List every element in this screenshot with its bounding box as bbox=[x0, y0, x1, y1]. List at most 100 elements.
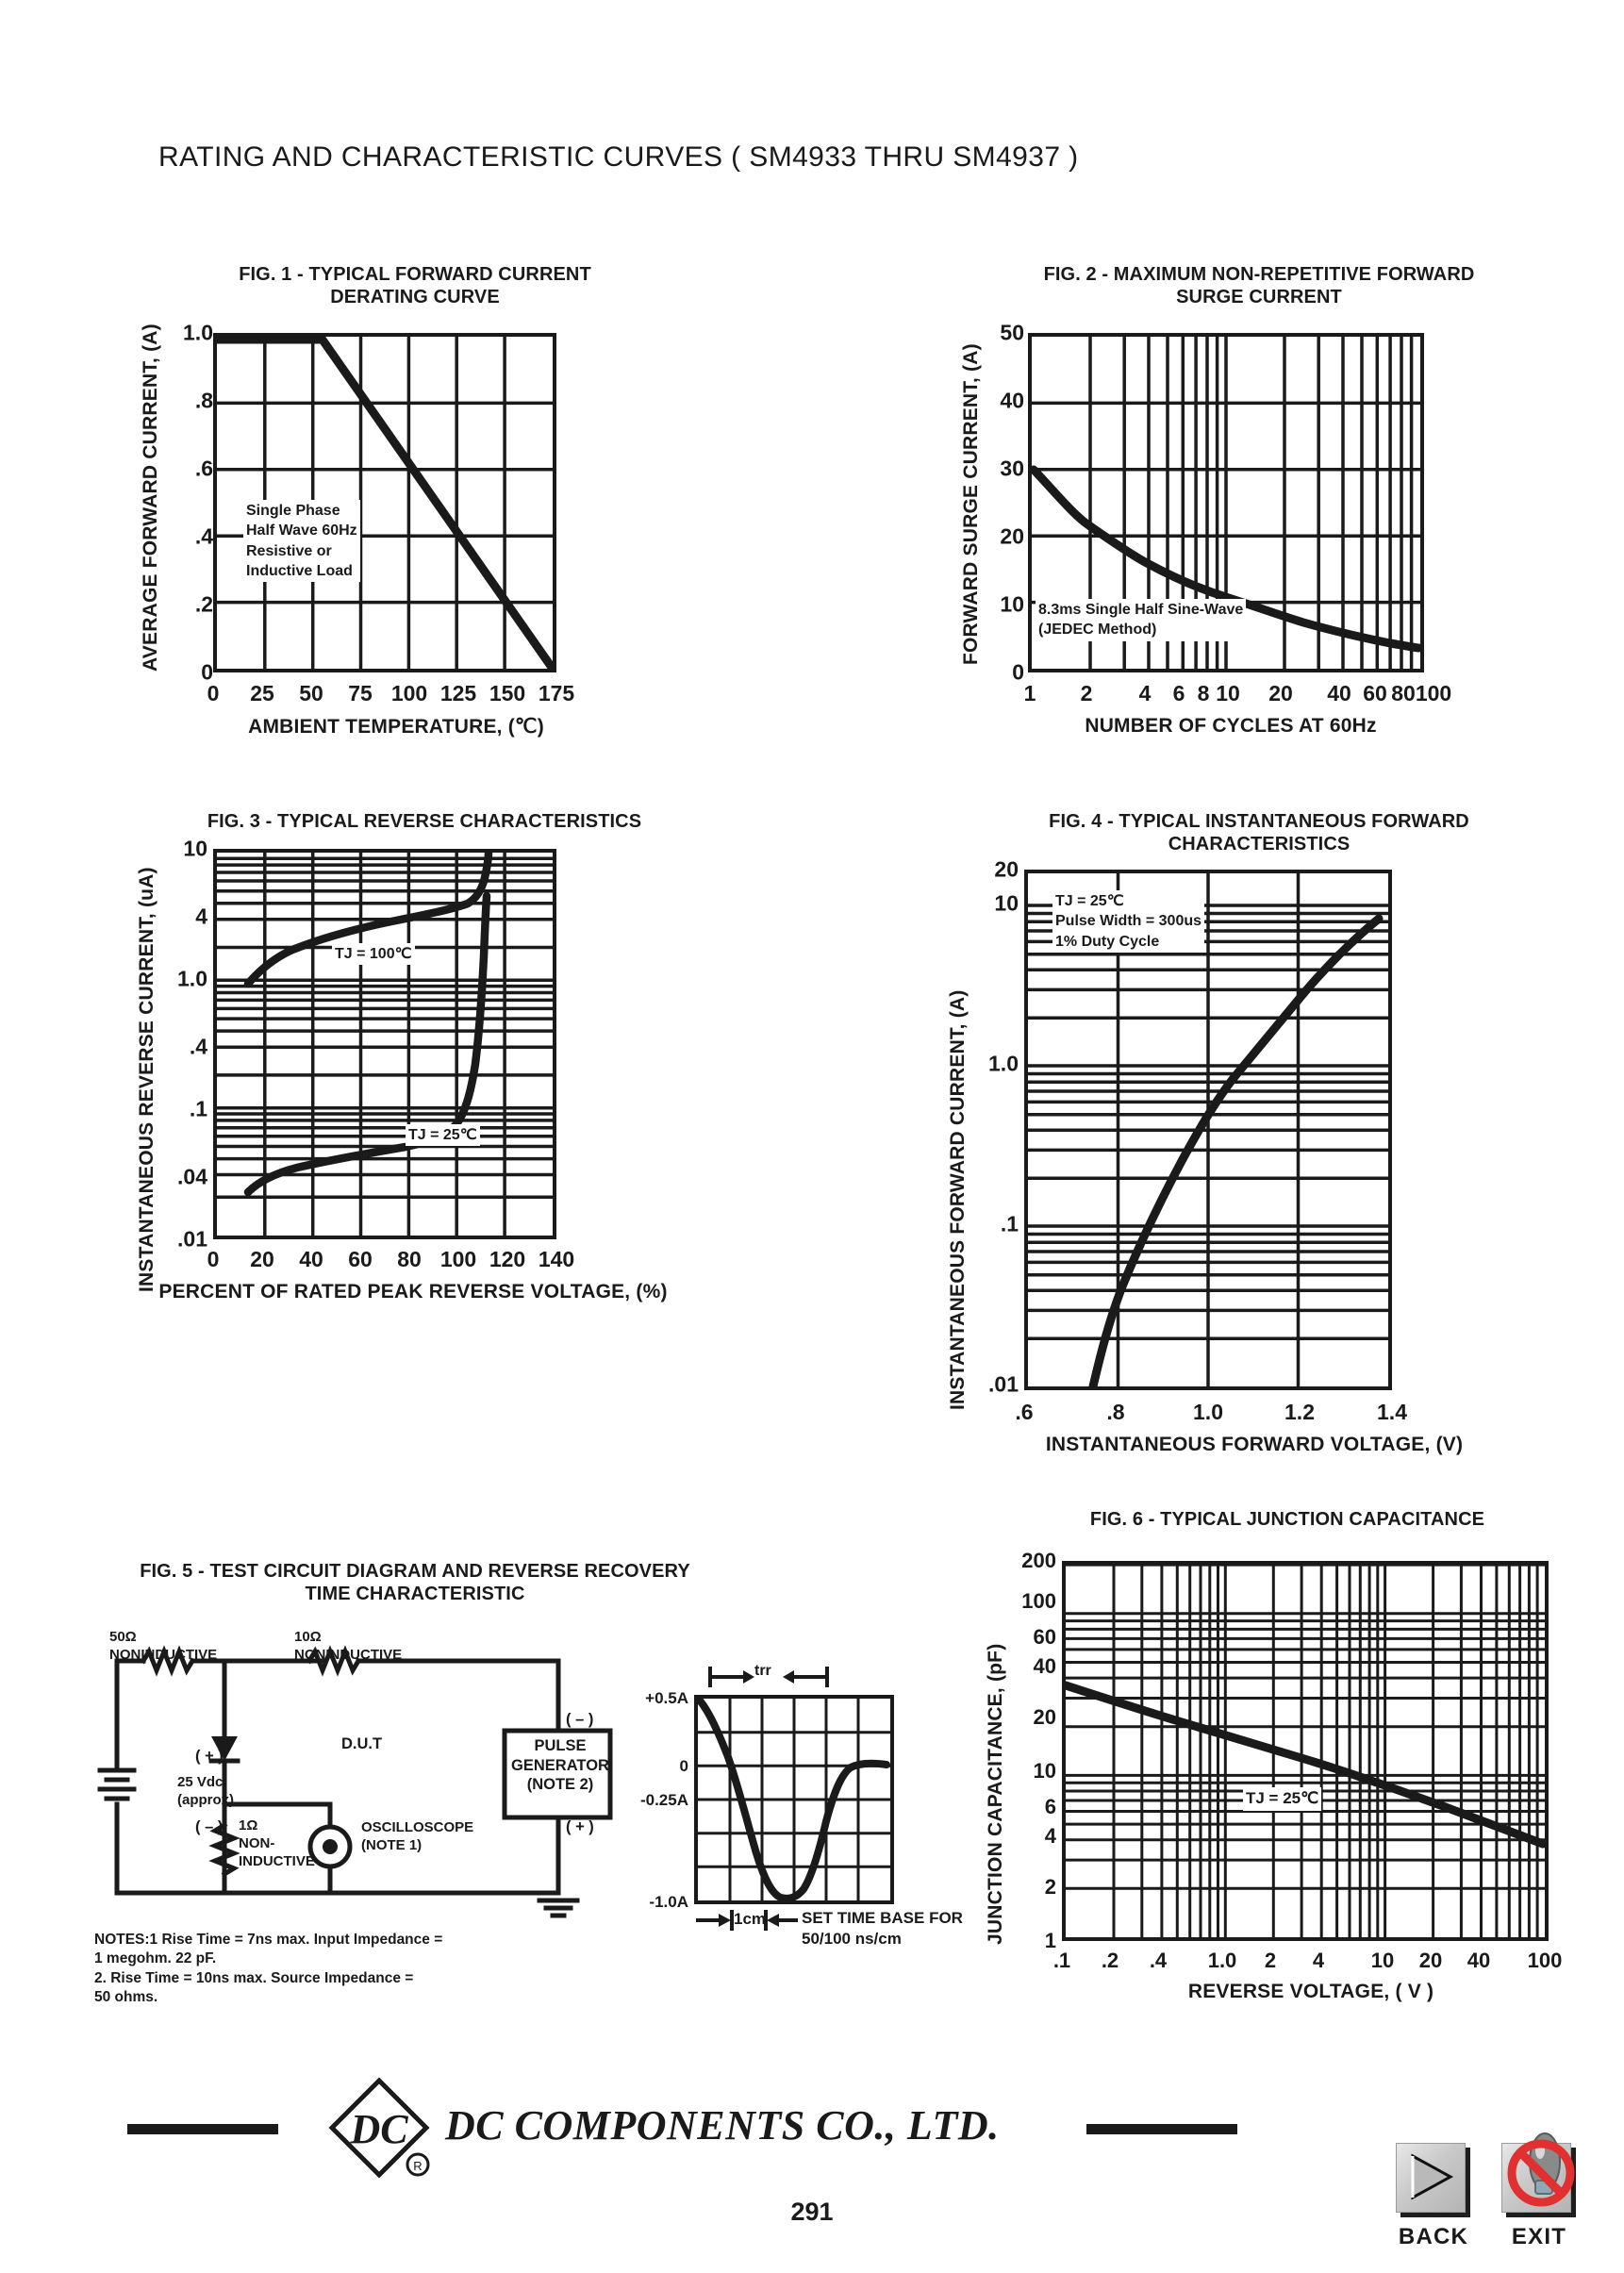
scope-y-tick: 0 bbox=[679, 1757, 688, 1775]
figure-5-trr-waveform: trr +0.5A 0 -0.25A -1.0A bbox=[632, 1663, 990, 1948]
y-tick: 1 bbox=[1044, 1929, 1056, 1952]
timebase-cm-label: 1cm bbox=[734, 1910, 767, 1928]
x-tick: 175 bbox=[538, 681, 575, 705]
figure-5-title: FIG. 5 - TEST CIRCUIT DIAGRAM AND REVERS… bbox=[140, 1561, 690, 1604]
x-tick: 2 bbox=[1080, 681, 1093, 705]
y-tick: 6 bbox=[1044, 1795, 1056, 1818]
timebase-bracket bbox=[690, 1908, 802, 1933]
x-tick: 0 bbox=[207, 681, 220, 705]
supply-polarity-minus: ( – ) bbox=[195, 1818, 224, 1835]
trr-bracket bbox=[707, 1665, 830, 1689]
resistor-50ohm-label: 50Ω NONINDUCTIVE bbox=[109, 1629, 218, 1663]
x-tick: 60 bbox=[348, 1247, 373, 1271]
figure-6-x-axis-label: REVERSE VOLTAGE, ( V ) bbox=[1187, 1981, 1434, 2002]
x-tick: 125 bbox=[439, 681, 477, 705]
figure-1-x-axis-label: AMBIENT TEMPERATURE, (℃) bbox=[248, 716, 544, 738]
back-button-label: BACK bbox=[1398, 2224, 1469, 2249]
x-tick: 40 bbox=[1467, 1949, 1491, 1972]
back-button[interactable]: BACK bbox=[1396, 2143, 1471, 2249]
y-tick: 0 bbox=[201, 659, 213, 685]
x-tick: 60 bbox=[1363, 681, 1387, 705]
y-tick: 2 bbox=[1044, 1875, 1056, 1899]
y-tick: .1 bbox=[189, 1096, 207, 1121]
x-tick: 1.0 bbox=[1207, 1949, 1237, 1972]
trr-label: trr bbox=[754, 1663, 771, 1679]
figure-4-annotation: TJ = 25℃ Pulse Width = 300us 1% Duty Cyc… bbox=[1052, 890, 1205, 953]
y-tick: .2 bbox=[194, 591, 213, 617]
figure-1-annotation: Single Phase Half Wave 60Hz Resistive or… bbox=[243, 500, 360, 583]
circuit-canvas bbox=[97, 1645, 613, 1918]
trr-bracket-svg bbox=[708, 1667, 829, 1687]
y-tick: .4 bbox=[189, 1034, 207, 1059]
exit-button-label: EXIT bbox=[1511, 2224, 1567, 2249]
y-tick: 200 bbox=[1021, 1549, 1056, 1572]
y-tick: 4 bbox=[195, 904, 207, 929]
dut-label: D.U.T bbox=[341, 1735, 383, 1752]
figure-3: FIG. 3 - TYPICAL REVERSE CHARACTERISTICS… bbox=[123, 811, 773, 1339]
x-tick: 20 bbox=[1418, 1949, 1443, 1972]
x-tick: 0 bbox=[207, 1247, 220, 1271]
y-tick: .04 bbox=[177, 1164, 207, 1189]
company-name: DC COMPONENTS CO., LTD. bbox=[445, 2102, 1000, 2149]
figure-6-canvas bbox=[1066, 1565, 1545, 1937]
x-tick: .6 bbox=[1015, 1400, 1034, 1424]
figure-5-notes: NOTES:1 Rise Time = 7ns max. Input Imped… bbox=[94, 1932, 443, 2006]
y-tick: 1.0 bbox=[988, 1051, 1019, 1076]
y-tick: 10 bbox=[183, 836, 207, 861]
y-tick: 20 bbox=[1000, 523, 1024, 549]
x-tick: 8 bbox=[1197, 681, 1210, 705]
y-tick: 50 bbox=[1000, 320, 1024, 345]
scope-y-tick: -1.0A bbox=[649, 1893, 688, 1911]
timebase-bracket-svg bbox=[696, 1910, 798, 1931]
x-tick: 75 bbox=[348, 681, 373, 705]
x-tick: 20 bbox=[1268, 681, 1293, 705]
play-triangle-icon bbox=[1411, 2153, 1454, 2200]
figure-6-title: FIG. 6 - TYPICAL JUNCTION CAPACITANCE bbox=[1089, 1509, 1485, 1530]
y-tick: 60 bbox=[1033, 1625, 1056, 1649]
figure-1-y-axis-label: AVERAGE FORWARD CURRENT, (A) bbox=[140, 324, 161, 672]
exit-button[interactable]: EXIT bbox=[1501, 2132, 1577, 2249]
footer-rule-right bbox=[1086, 2124, 1237, 2134]
y-tick: 4 bbox=[1044, 1824, 1056, 1848]
x-tick: 4 bbox=[1138, 681, 1152, 705]
x-tick: 2 bbox=[1264, 1949, 1277, 1972]
x-tick: 10 bbox=[1370, 1949, 1395, 1972]
scope-screen bbox=[694, 1695, 894, 1904]
y-tick: 40 bbox=[1000, 388, 1024, 413]
y-tick: 10 bbox=[994, 890, 1019, 916]
figure-3-label-cold: TJ = 25℃ bbox=[406, 1124, 480, 1147]
page-title: RATING AND CHARACTERISTIC CURVES ( SM493… bbox=[158, 141, 1079, 173]
y-tick: .01 bbox=[177, 1226, 207, 1252]
x-tick: 20 bbox=[250, 1247, 274, 1271]
pulse-generator-plus: ( + ) bbox=[566, 1818, 594, 1835]
figure-1-title: FIG. 1 - TYPICAL FORWARD CURRENT DERATIN… bbox=[239, 264, 591, 307]
x-tick: .4 bbox=[1149, 1949, 1168, 1972]
y-tick: 1.0 bbox=[183, 320, 213, 345]
figure-3-title: FIG. 3 - TYPICAL REVERSE CHARACTERISTICS bbox=[207, 811, 642, 832]
company-logo: DC R bbox=[321, 2075, 443, 2188]
x-tick: 50 bbox=[299, 681, 323, 705]
y-tick: .01 bbox=[988, 1371, 1019, 1397]
footer-rule-left bbox=[127, 2124, 278, 2134]
supply-polarity-plus: ( + ) bbox=[195, 1748, 224, 1765]
x-tick: 10 bbox=[1216, 681, 1240, 705]
x-tick: 40 bbox=[299, 1247, 323, 1271]
svg-text:R: R bbox=[413, 2159, 422, 2173]
y-tick: 100 bbox=[1021, 1589, 1056, 1613]
figure-2-annotation: 8.3ms Single Half Sine-Wave (JEDEC Metho… bbox=[1036, 599, 1247, 641]
y-tick: 20 bbox=[994, 856, 1019, 882]
figure-4: FIG. 4 - TYPICAL INSTANTANEOUS FORWARD C… bbox=[934, 811, 1594, 1462]
x-tick: .1 bbox=[1052, 1949, 1071, 1972]
x-tick: 100 bbox=[1527, 1949, 1563, 1972]
scope-canvas bbox=[698, 1699, 890, 1900]
pulse-generator-minus: ( – ) bbox=[566, 1711, 594, 1728]
y-tick: 0 bbox=[1012, 659, 1024, 685]
x-tick: 40 bbox=[1327, 681, 1351, 705]
figure-4-title: FIG. 4 - TYPICAL INSTANTANEOUS FORWARD C… bbox=[1049, 811, 1469, 854]
x-tick: 6 bbox=[1172, 681, 1185, 705]
y-tick: .4 bbox=[194, 523, 213, 549]
x-tick: 1.0 bbox=[1193, 1400, 1223, 1424]
diamond-logo-icon: DC R bbox=[328, 2077, 430, 2179]
figure-3-plot-area bbox=[213, 849, 556, 1239]
